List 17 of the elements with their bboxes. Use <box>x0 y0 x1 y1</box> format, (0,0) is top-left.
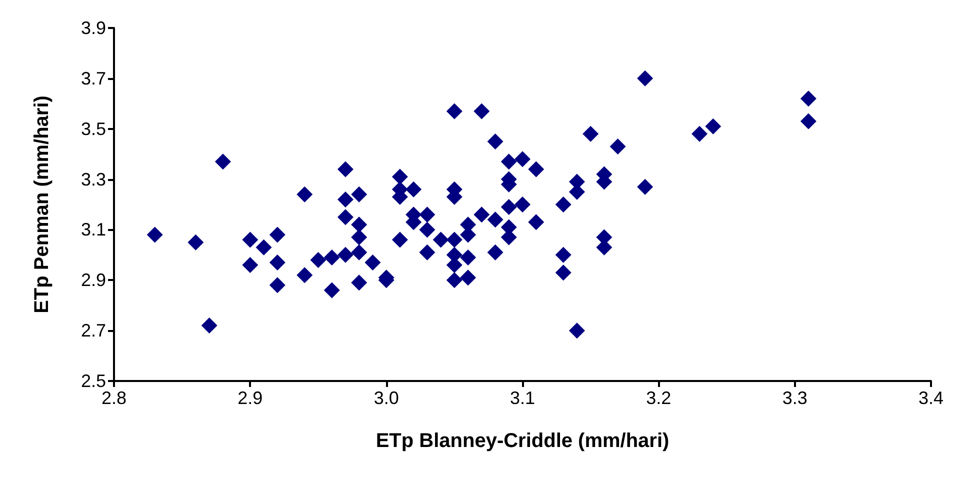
y-tick-label: 3.7 <box>80 68 106 88</box>
x-tick-label: 3.3 <box>782 388 808 408</box>
y-axis-title: ETp Penman (mm/hari) <box>31 96 53 314</box>
x-tick-label: 3.4 <box>918 388 944 408</box>
x-axis-title: ETp Blanney-Criddle (mm/hari) <box>376 430 670 452</box>
y-tick-label: 3.9 <box>80 18 106 38</box>
x-tick-label: 2.8 <box>101 388 127 408</box>
y-tick-label: 3.5 <box>80 118 106 139</box>
y-tick-label: 2.9 <box>80 270 106 290</box>
x-tick-label: 2.9 <box>238 388 263 408</box>
y-tick-label: 2.7 <box>80 320 106 341</box>
y-tick-label: 3.1 <box>80 220 106 240</box>
x-tick-label: 3.1 <box>510 388 536 408</box>
y-tick-label: 3.3 <box>80 169 106 190</box>
y-tick-label: 2.5 <box>80 371 106 391</box>
x-tick-label: 3.0 <box>374 388 399 408</box>
x-tick-label: 3.2 <box>646 388 672 408</box>
